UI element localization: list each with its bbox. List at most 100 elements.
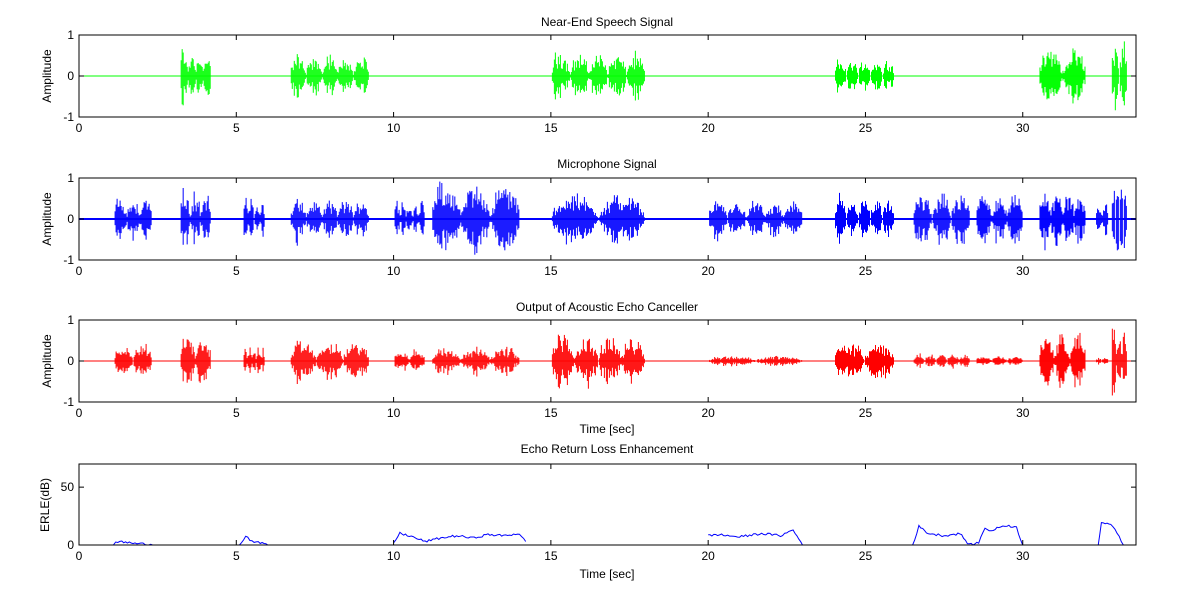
signal-burst xyxy=(290,198,369,246)
signal-burst xyxy=(394,200,425,235)
x-tick-label: 15 xyxy=(544,121,558,135)
x-tick-label: 10 xyxy=(387,121,401,135)
subplot-erle: Echo Return Loss Enhancement ERLE(dB) Ti… xyxy=(38,442,1137,581)
x-tick-label: 20 xyxy=(701,549,715,563)
erle-segment xyxy=(239,535,269,546)
signal-burst xyxy=(709,355,803,367)
x-tick-label: 20 xyxy=(701,121,715,135)
signal-burst xyxy=(432,181,520,255)
x-tick-label: 15 xyxy=(544,264,558,278)
x-axis-label: Time [sec] xyxy=(580,422,635,436)
y-axis-label: Amplitude xyxy=(40,334,54,388)
y-tick-label: 0 xyxy=(67,538,74,552)
signal-burst xyxy=(835,192,894,244)
series-0 xyxy=(79,41,1136,111)
signal-burst xyxy=(1039,193,1086,251)
signal-burst xyxy=(180,187,211,245)
signal-burst xyxy=(709,200,803,242)
x-tick-label: 5 xyxy=(233,549,240,563)
erle-segment xyxy=(708,529,803,546)
x-tick-label: 5 xyxy=(233,121,240,135)
x-tick-label: 25 xyxy=(859,121,873,135)
series-2 xyxy=(79,328,1136,396)
x-axis-label: Time [sec] xyxy=(580,567,635,581)
signal-burst xyxy=(290,54,369,98)
signal-burst xyxy=(114,198,152,241)
signal-burst xyxy=(290,340,369,385)
x-tick-label: 30 xyxy=(1016,549,1030,563)
signal-burst xyxy=(1111,41,1127,111)
signal-burst xyxy=(243,347,265,374)
signal-burst xyxy=(432,346,520,377)
x-tick-label: 25 xyxy=(859,264,873,278)
subplot-aec-output: Output of Acoustic Echo Canceller Amplit… xyxy=(40,300,1137,436)
signal-burst xyxy=(913,193,970,245)
y-tick-label: 0 xyxy=(67,354,74,368)
signal-burst xyxy=(1039,332,1086,388)
signal-burst xyxy=(835,59,894,93)
plot-area: 0 5 10 15 20 25 30-101 xyxy=(63,313,1137,420)
y-tick-label: 0 xyxy=(67,212,74,226)
x-tick-label: 25 xyxy=(859,549,873,563)
x-tick-label: 0 xyxy=(76,549,83,563)
subplot-title: Output of Acoustic Echo Canceller xyxy=(516,300,698,314)
y-tick-label: 1 xyxy=(67,313,74,327)
signal-burst xyxy=(976,194,1023,244)
x-tick-label: 15 xyxy=(544,549,558,563)
x-tick-label: 10 xyxy=(387,549,401,563)
signal-burst xyxy=(1111,328,1127,396)
erle-segment xyxy=(1097,522,1124,546)
x-tick-label: 15 xyxy=(544,406,558,420)
x-tick-label: 0 xyxy=(76,121,83,135)
x-tick-label: 5 xyxy=(233,264,240,278)
y-axis-label: Amplitude xyxy=(40,49,54,103)
subplot-microphone: Microphone Signal Amplitude 0 5 10 15 20 25 30… xyxy=(40,157,1137,278)
series-1 xyxy=(79,181,1136,255)
subplot-title: Microphone Signal xyxy=(557,157,656,171)
x-tick-label: 30 xyxy=(1016,406,1030,420)
erle-segment xyxy=(912,524,1024,546)
x-tick-label: 0 xyxy=(76,264,83,278)
erle-segment xyxy=(393,531,527,544)
signal-burst xyxy=(976,356,1023,366)
y-tick-label: 1 xyxy=(67,28,74,42)
signal-burst xyxy=(913,353,970,369)
y-tick-label: 1 xyxy=(67,171,74,185)
signal-burst xyxy=(394,349,425,371)
signal-burst xyxy=(551,334,645,389)
y-tick-label: 0 xyxy=(67,69,74,83)
y-axis-label: Amplitude xyxy=(40,192,54,246)
plot-area: 0 5 10 15 20 25 30 0 50 xyxy=(61,463,1137,563)
y-tick-label: -1 xyxy=(63,110,74,124)
signal-burst xyxy=(835,344,894,379)
signal-burst xyxy=(1039,48,1086,104)
signal-burst xyxy=(243,197,265,237)
axes-background xyxy=(79,464,1136,545)
x-tick-label: 25 xyxy=(859,406,873,420)
subplot-title: Echo Return Loss Enhancement xyxy=(521,442,694,456)
subplot-title: Near-End Speech Signal xyxy=(541,15,673,29)
signal-burst xyxy=(180,338,211,383)
x-tick-label: 0 xyxy=(76,406,83,420)
x-tick-label: 30 xyxy=(1016,121,1030,135)
x-tick-label: 10 xyxy=(387,264,401,278)
x-tick-label: 10 xyxy=(387,406,401,420)
y-tick-label: 50 xyxy=(61,480,75,494)
plot-area: 0 5 10 15 20 25 30-101 xyxy=(63,171,1137,278)
x-tick-label: 5 xyxy=(233,406,240,420)
subplot-near-end: Near-End Speech Signal Amplitude 0 5 10 15 2… xyxy=(40,15,1137,135)
plot-area: 0 5 10 15 20 25 30-101 xyxy=(63,28,1137,135)
x-tick-label: 20 xyxy=(701,406,715,420)
y-tick-label: -1 xyxy=(63,253,74,267)
axes-frame xyxy=(78,463,1137,546)
signal-burst xyxy=(1096,204,1109,236)
signal-burst xyxy=(1111,189,1127,251)
y-tick-label: -1 xyxy=(63,395,74,409)
y-axis-label: ERLE(dB) xyxy=(38,478,52,532)
signal-burst xyxy=(551,193,645,245)
signal-burst xyxy=(114,343,152,374)
signal-burst xyxy=(551,50,645,101)
signal-burst xyxy=(1096,357,1109,365)
